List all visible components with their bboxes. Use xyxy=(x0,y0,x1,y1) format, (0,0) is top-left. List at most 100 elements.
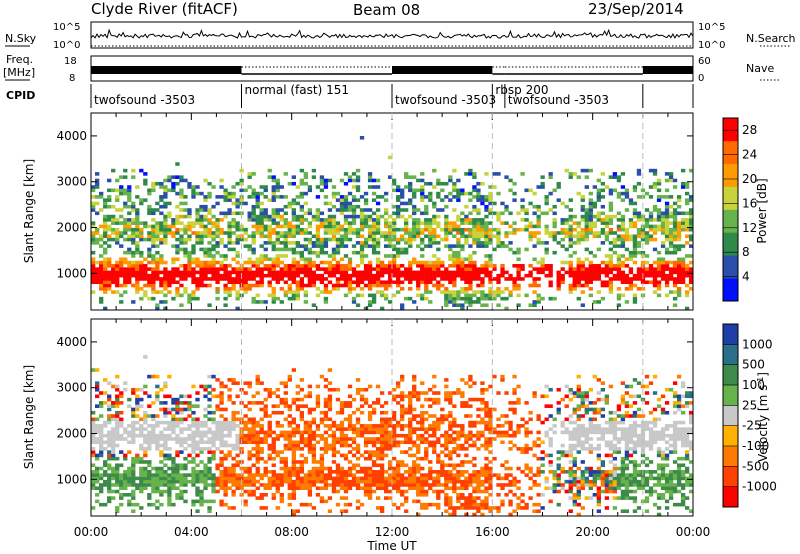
velocity-pixel xyxy=(279,456,284,461)
power-pixel xyxy=(688,198,694,202)
power-pixel xyxy=(147,280,152,285)
velocity-pixel xyxy=(335,483,341,487)
velocity-pixel xyxy=(331,476,337,481)
power-pixel xyxy=(500,244,505,248)
velocity-pixel xyxy=(183,401,188,405)
velocity-pixel xyxy=(315,397,321,402)
power-pixel xyxy=(432,270,437,275)
velocity-pixel xyxy=(271,493,276,497)
power-pixel xyxy=(123,168,128,173)
power-pixel xyxy=(191,290,196,294)
power-pixel xyxy=(327,231,333,235)
power-pixel xyxy=(416,270,421,275)
velocity-pixel xyxy=(448,414,453,418)
power-pixel xyxy=(564,270,569,275)
power-pixel xyxy=(115,280,120,285)
power-pixel xyxy=(452,244,457,248)
power-pixel xyxy=(343,204,349,209)
power-pixel xyxy=(632,211,638,216)
power-colorbar-label: Power [dB] xyxy=(755,178,769,243)
velocity-pixel xyxy=(291,463,296,468)
power-pixel xyxy=(664,204,670,209)
velocity-pixel xyxy=(211,437,216,441)
velocity-pixel xyxy=(359,476,365,481)
power-pixel xyxy=(307,257,313,262)
power-pixel xyxy=(319,250,325,255)
power-pixel xyxy=(103,273,108,278)
power-pixel xyxy=(195,221,200,225)
power-pixel xyxy=(343,280,349,285)
power-pixel xyxy=(103,231,108,235)
power-pixel xyxy=(143,293,148,298)
power-pixel xyxy=(584,280,589,285)
velocity-pixel xyxy=(291,460,296,464)
power-colorbar-swatch xyxy=(723,163,738,187)
velocity-pixel xyxy=(440,417,445,422)
power-pixel xyxy=(400,303,405,308)
power-pixel xyxy=(648,234,654,239)
power-pixel xyxy=(191,293,196,298)
velocity-pixel xyxy=(163,440,168,445)
power-pixel xyxy=(624,280,630,285)
velocity-pixel xyxy=(392,430,397,435)
velocity-pixel xyxy=(323,450,329,454)
velocity-pixel xyxy=(123,381,128,385)
velocity-pixel xyxy=(283,404,288,408)
velocity-pixel xyxy=(203,430,208,435)
power-pixel xyxy=(227,231,232,235)
velocity-pixel xyxy=(247,381,252,385)
velocity-pixel xyxy=(444,417,449,422)
power-ytick-label: 3000 xyxy=(56,175,87,189)
power-pixel xyxy=(303,201,309,206)
power-pixel xyxy=(528,224,533,229)
power-pixel xyxy=(275,257,280,262)
power-pixel xyxy=(323,267,329,271)
velocity-pixel xyxy=(460,404,465,408)
power-pixel xyxy=(404,247,409,252)
power-pixel xyxy=(251,211,256,216)
velocity-pixel xyxy=(291,470,296,474)
power-pixel xyxy=(600,280,605,285)
velocity-pixel xyxy=(355,378,361,382)
power-pixel xyxy=(480,290,485,294)
power-pixel xyxy=(616,244,622,248)
velocity-pixel xyxy=(456,443,461,448)
power-pixel xyxy=(580,303,585,308)
velocity-pixel xyxy=(424,437,429,441)
power-pixel xyxy=(175,204,180,209)
velocity-pixel xyxy=(123,430,128,435)
power-pixel xyxy=(452,273,457,278)
power-pixel xyxy=(408,234,413,239)
velocity-pixel xyxy=(195,433,200,438)
power-pixel xyxy=(187,250,192,255)
power-pixel xyxy=(187,260,192,265)
power-pixel xyxy=(203,277,208,281)
velocity-pixel xyxy=(327,483,333,487)
power-pixel xyxy=(652,237,658,242)
power-pixel xyxy=(175,162,180,166)
velocity-pixel xyxy=(440,466,445,471)
velocity-pixel xyxy=(107,473,112,477)
power-pixel xyxy=(552,218,557,222)
velocity-pixel xyxy=(283,384,288,389)
power-pixel xyxy=(291,198,296,202)
power-pixel xyxy=(95,181,100,186)
power-pixel xyxy=(203,195,208,199)
power-pixel xyxy=(179,195,184,199)
power-pixel xyxy=(472,264,477,268)
power-pixel xyxy=(195,283,200,288)
velocity-pixel xyxy=(263,430,268,435)
velocity-pixel xyxy=(460,479,465,484)
velocity-pixel xyxy=(327,473,333,477)
power-pixel xyxy=(139,287,144,291)
power-pixel xyxy=(576,175,581,179)
power-pixel xyxy=(211,221,216,225)
power-pixel xyxy=(215,260,220,265)
power-pixel xyxy=(271,287,276,291)
power-pixel xyxy=(143,264,148,268)
power-pixel xyxy=(139,221,144,225)
power-pixel xyxy=(432,273,437,278)
velocity-pixel xyxy=(143,447,148,451)
power-pixel xyxy=(187,264,192,268)
power-pixel xyxy=(315,254,321,258)
